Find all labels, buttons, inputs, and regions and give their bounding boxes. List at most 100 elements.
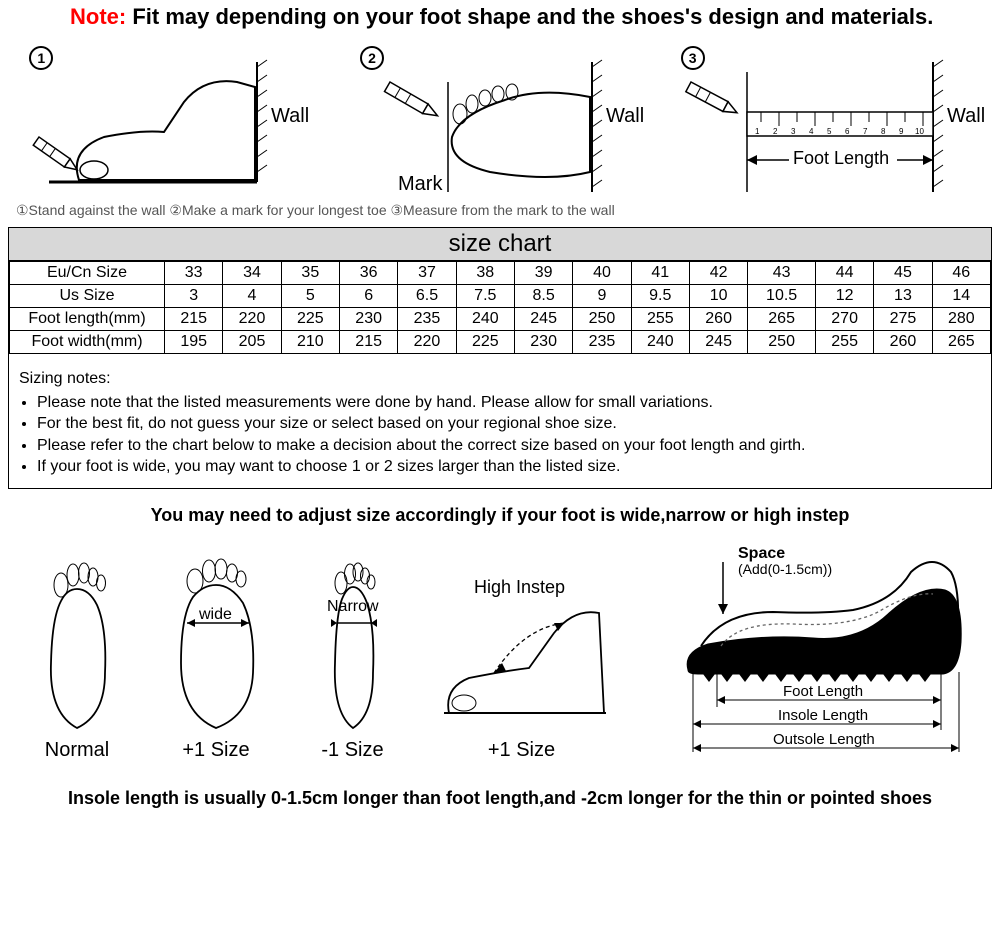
- foot-type-row: Normal wide +1 Size: [0, 532, 1000, 762]
- svg-text:4: 4: [809, 127, 814, 136]
- step-2: 2 Wall: [340, 42, 660, 202]
- size-cell: 41: [631, 262, 689, 285]
- adjust-line: You may need to adjust size accordingly …: [0, 491, 1000, 532]
- size-cell: 230: [339, 308, 397, 331]
- svg-text:3: 3: [791, 127, 796, 136]
- foot-normal-svg: [27, 553, 127, 733]
- size-cell: 44: [815, 262, 873, 285]
- step-3: 3 Wall: [671, 42, 991, 202]
- foot-normal: Normal: [27, 553, 127, 762]
- size-cell: 42: [689, 262, 747, 285]
- size-cell: 245: [689, 331, 747, 354]
- note-label: Note:: [70, 4, 126, 29]
- size-cell: 270: [815, 308, 873, 331]
- size-cell: 4: [223, 285, 281, 308]
- svg-text:Narrow: Narrow: [327, 598, 379, 615]
- svg-text:High Instep: High Instep: [474, 577, 565, 597]
- size-cell: 230: [514, 331, 572, 354]
- size-cell: 33: [165, 262, 223, 285]
- step-1: 1 Wall: [9, 42, 329, 202]
- foot-wide: wide +1 Size: [161, 553, 271, 762]
- step-badge-3: 3: [681, 46, 705, 70]
- size-cell: 225: [456, 331, 514, 354]
- size-cell: 9: [573, 285, 631, 308]
- step-captions: ①Stand against the wall ②Make a mark for…: [0, 202, 1000, 225]
- sizing-note-item: For the best fit, do not guess your size…: [37, 413, 981, 435]
- table-row: Eu/Cn Size3334353637383940414243444546: [10, 262, 991, 285]
- row-header: Eu/Cn Size: [10, 262, 165, 285]
- size-cell: 5: [281, 285, 339, 308]
- sizing-notes-title: Sizing notes:: [19, 368, 981, 390]
- svg-text:1: 1: [755, 127, 760, 136]
- svg-text:Foot Length: Foot Length: [783, 683, 863, 700]
- size-cell: 40: [573, 262, 631, 285]
- shoe-diagram: Space (Add(0-1.5cm)): [643, 542, 973, 762]
- svg-text:2: 2: [773, 127, 778, 136]
- size-cell: 14: [932, 285, 990, 308]
- step-badge-2: 2: [360, 46, 384, 70]
- foot-high-instep: High Instep +1 Size: [434, 553, 609, 762]
- size-cell: 260: [689, 308, 747, 331]
- svg-text:wide: wide: [198, 606, 232, 623]
- size-chart: size chart Eu/Cn Size3334353637383940414…: [8, 227, 992, 489]
- svg-text:5: 5: [827, 127, 832, 136]
- svg-text:8: 8: [881, 127, 886, 136]
- svg-text:Insole Length: Insole Length: [778, 707, 868, 724]
- size-cell: 12: [815, 285, 873, 308]
- size-cell: 235: [398, 308, 456, 331]
- size-cell: 34: [223, 262, 281, 285]
- svg-text:7: 7: [863, 127, 868, 136]
- size-cell: 240: [456, 308, 514, 331]
- measure-steps: 1 Wall: [0, 34, 1000, 202]
- row-header: Us Size: [10, 285, 165, 308]
- svg-text:6: 6: [845, 127, 850, 136]
- size-cell: 220: [223, 308, 281, 331]
- mark-label: Mark: [398, 173, 443, 195]
- size-cell: 10: [689, 285, 747, 308]
- size-cell: 225: [281, 308, 339, 331]
- size-chart-title: size chart: [9, 228, 991, 261]
- size-cell: 36: [339, 262, 397, 285]
- foot-instep-svg: High Instep: [434, 553, 609, 733]
- size-cell: 215: [165, 308, 223, 331]
- row-header: Foot width(mm): [10, 331, 165, 354]
- size-cell: 6: [339, 285, 397, 308]
- size-cell: 220: [398, 331, 456, 354]
- step-1-diagram: Wall: [9, 42, 329, 202]
- step-2-diagram: Wall Mark: [340, 42, 660, 202]
- table-row: Foot width(mm)19520521021522022523023524…: [10, 331, 991, 354]
- size-cell: 195: [165, 331, 223, 354]
- size-cell: 240: [631, 331, 689, 354]
- svg-text:Space: Space: [738, 545, 785, 562]
- size-cell: 210: [281, 331, 339, 354]
- insole-note: Insole length is usually 0-1.5cm longer …: [0, 762, 1000, 819]
- foot-wide-svg: wide: [161, 553, 271, 733]
- size-cell: 250: [573, 308, 631, 331]
- shoe-svg: Space (Add(0-1.5cm)): [643, 542, 973, 762]
- size-cell: 205: [223, 331, 281, 354]
- size-cell: 13: [874, 285, 932, 308]
- wall-label-3: Wall: [947, 105, 985, 127]
- foot-narrow: Narrow -1 Size: [305, 553, 400, 762]
- note-text: Fit may depending on your foot shape and…: [132, 4, 933, 29]
- step-3-diagram: Wall 12 34 56 78 910: [671, 42, 991, 202]
- note-line: Note: Fit may depending on your foot sha…: [0, 0, 1000, 34]
- sizing-note-item: If your foot is wide, you may want to ch…: [37, 456, 981, 478]
- foot-narrow-svg: Narrow: [305, 553, 400, 733]
- sizing-notes: Sizing notes: Please note that the liste…: [9, 354, 991, 488]
- size-cell: 45: [874, 262, 932, 285]
- size-cell: 38: [456, 262, 514, 285]
- size-cell: 255: [631, 308, 689, 331]
- row-header: Foot length(mm): [10, 308, 165, 331]
- wall-label-2: Wall: [606, 105, 644, 127]
- sizing-note-item: Please refer to the chart below to make …: [37, 435, 981, 457]
- svg-text:(Add(0-1.5cm)): (Add(0-1.5cm)): [738, 561, 832, 577]
- size-table: Eu/Cn Size3334353637383940414243444546Us…: [9, 261, 991, 354]
- size-cell: 260: [874, 331, 932, 354]
- wall-label-1: Wall: [271, 105, 309, 127]
- size-cell: 9.5: [631, 285, 689, 308]
- size-cell: 6.5: [398, 285, 456, 308]
- table-row: Us Size34566.57.58.599.51010.5121314: [10, 285, 991, 308]
- size-cell: 280: [932, 308, 990, 331]
- svg-text:Outsole Length: Outsole Length: [773, 731, 875, 748]
